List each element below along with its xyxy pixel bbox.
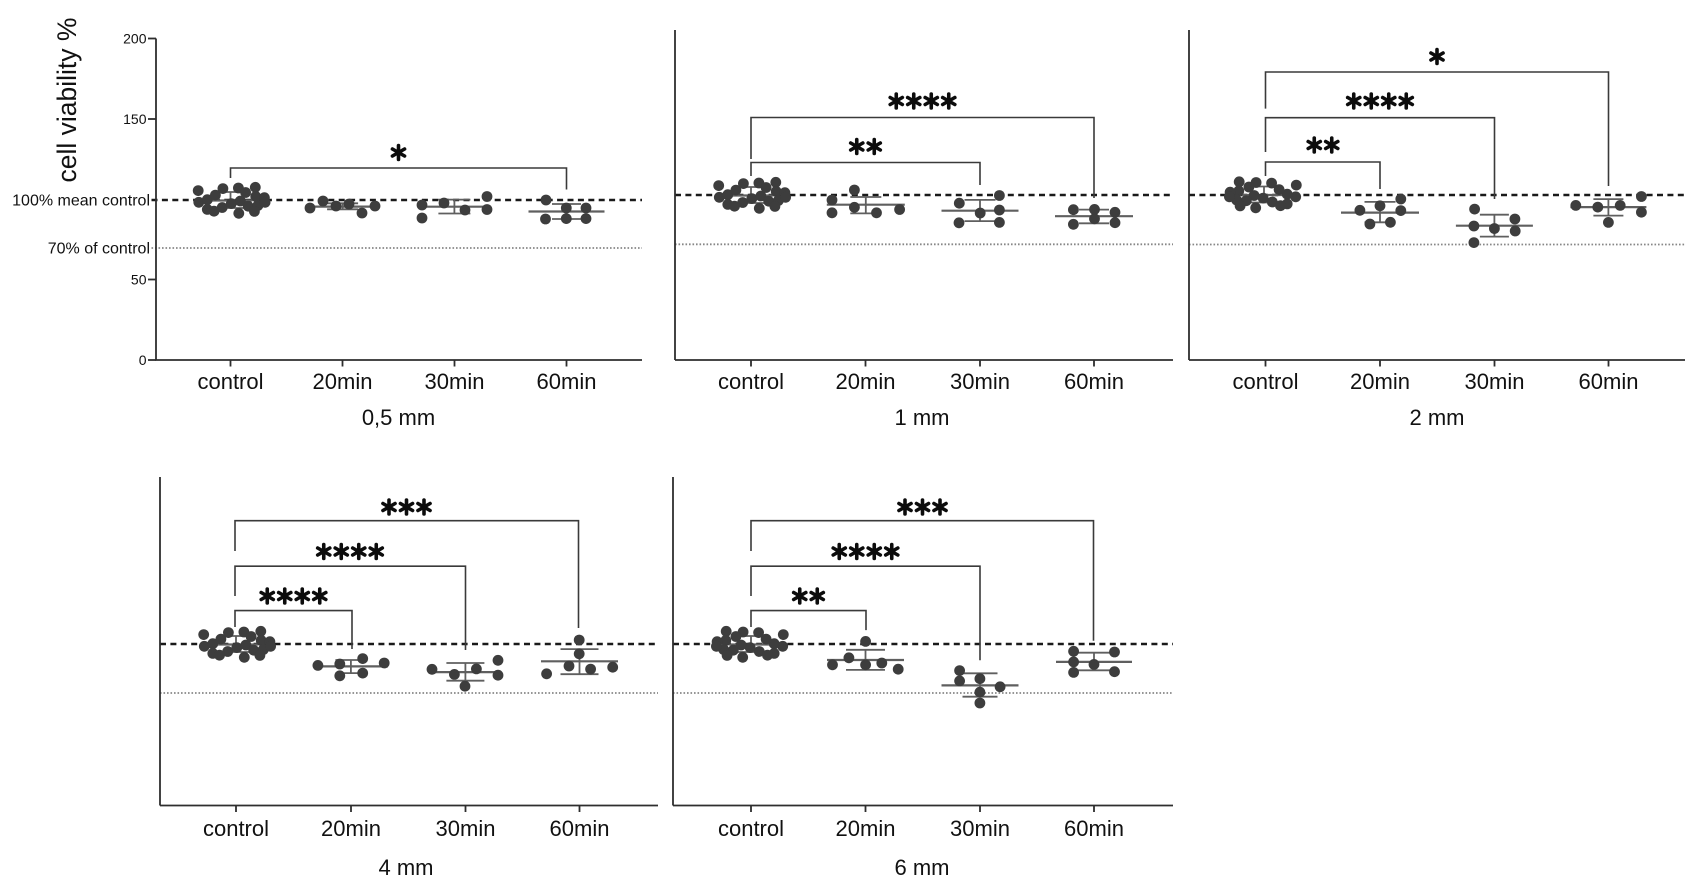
svg-text:20min: 20min xyxy=(321,816,381,841)
svg-text:6 mm: 6 mm xyxy=(895,855,950,880)
svg-text:20min: 20min xyxy=(313,369,373,394)
svg-text:control: control xyxy=(203,816,269,841)
svg-text:60min: 60min xyxy=(550,816,610,841)
svg-text:cell viability %: cell viability % xyxy=(52,18,82,183)
svg-text:20min: 20min xyxy=(836,816,896,841)
svg-text:30min: 30min xyxy=(950,816,1010,841)
svg-text:2 mm: 2 mm xyxy=(1410,405,1465,430)
svg-text:4 mm: 4 mm xyxy=(379,855,434,880)
svg-text:control: control xyxy=(718,816,784,841)
svg-text:0,5 mm: 0,5 mm xyxy=(362,405,435,430)
svg-text:0: 0 xyxy=(139,352,147,368)
svg-text:control: control xyxy=(718,369,784,394)
svg-text:200: 200 xyxy=(123,31,147,47)
svg-text:20min: 20min xyxy=(836,369,896,394)
svg-text:60min: 60min xyxy=(537,369,597,394)
svg-text:control: control xyxy=(197,369,263,394)
svg-text:30min: 30min xyxy=(950,369,1010,394)
svg-text:150: 150 xyxy=(123,111,147,127)
svg-text:70% of control: 70% of control xyxy=(48,241,150,258)
svg-text:1 mm: 1 mm xyxy=(895,405,950,430)
svg-text:30min: 30min xyxy=(1465,369,1525,394)
svg-text:100% mean control: 100% mean control xyxy=(12,193,150,210)
svg-text:20min: 20min xyxy=(1350,369,1410,394)
svg-text:control: control xyxy=(1232,369,1298,394)
svg-text:30min: 30min xyxy=(436,816,496,841)
svg-text:60min: 60min xyxy=(1064,369,1124,394)
svg-text:50: 50 xyxy=(131,272,147,288)
svg-text:30min: 30min xyxy=(425,369,485,394)
svg-text:60min: 60min xyxy=(1064,816,1124,841)
svg-text:60min: 60min xyxy=(1579,369,1639,394)
